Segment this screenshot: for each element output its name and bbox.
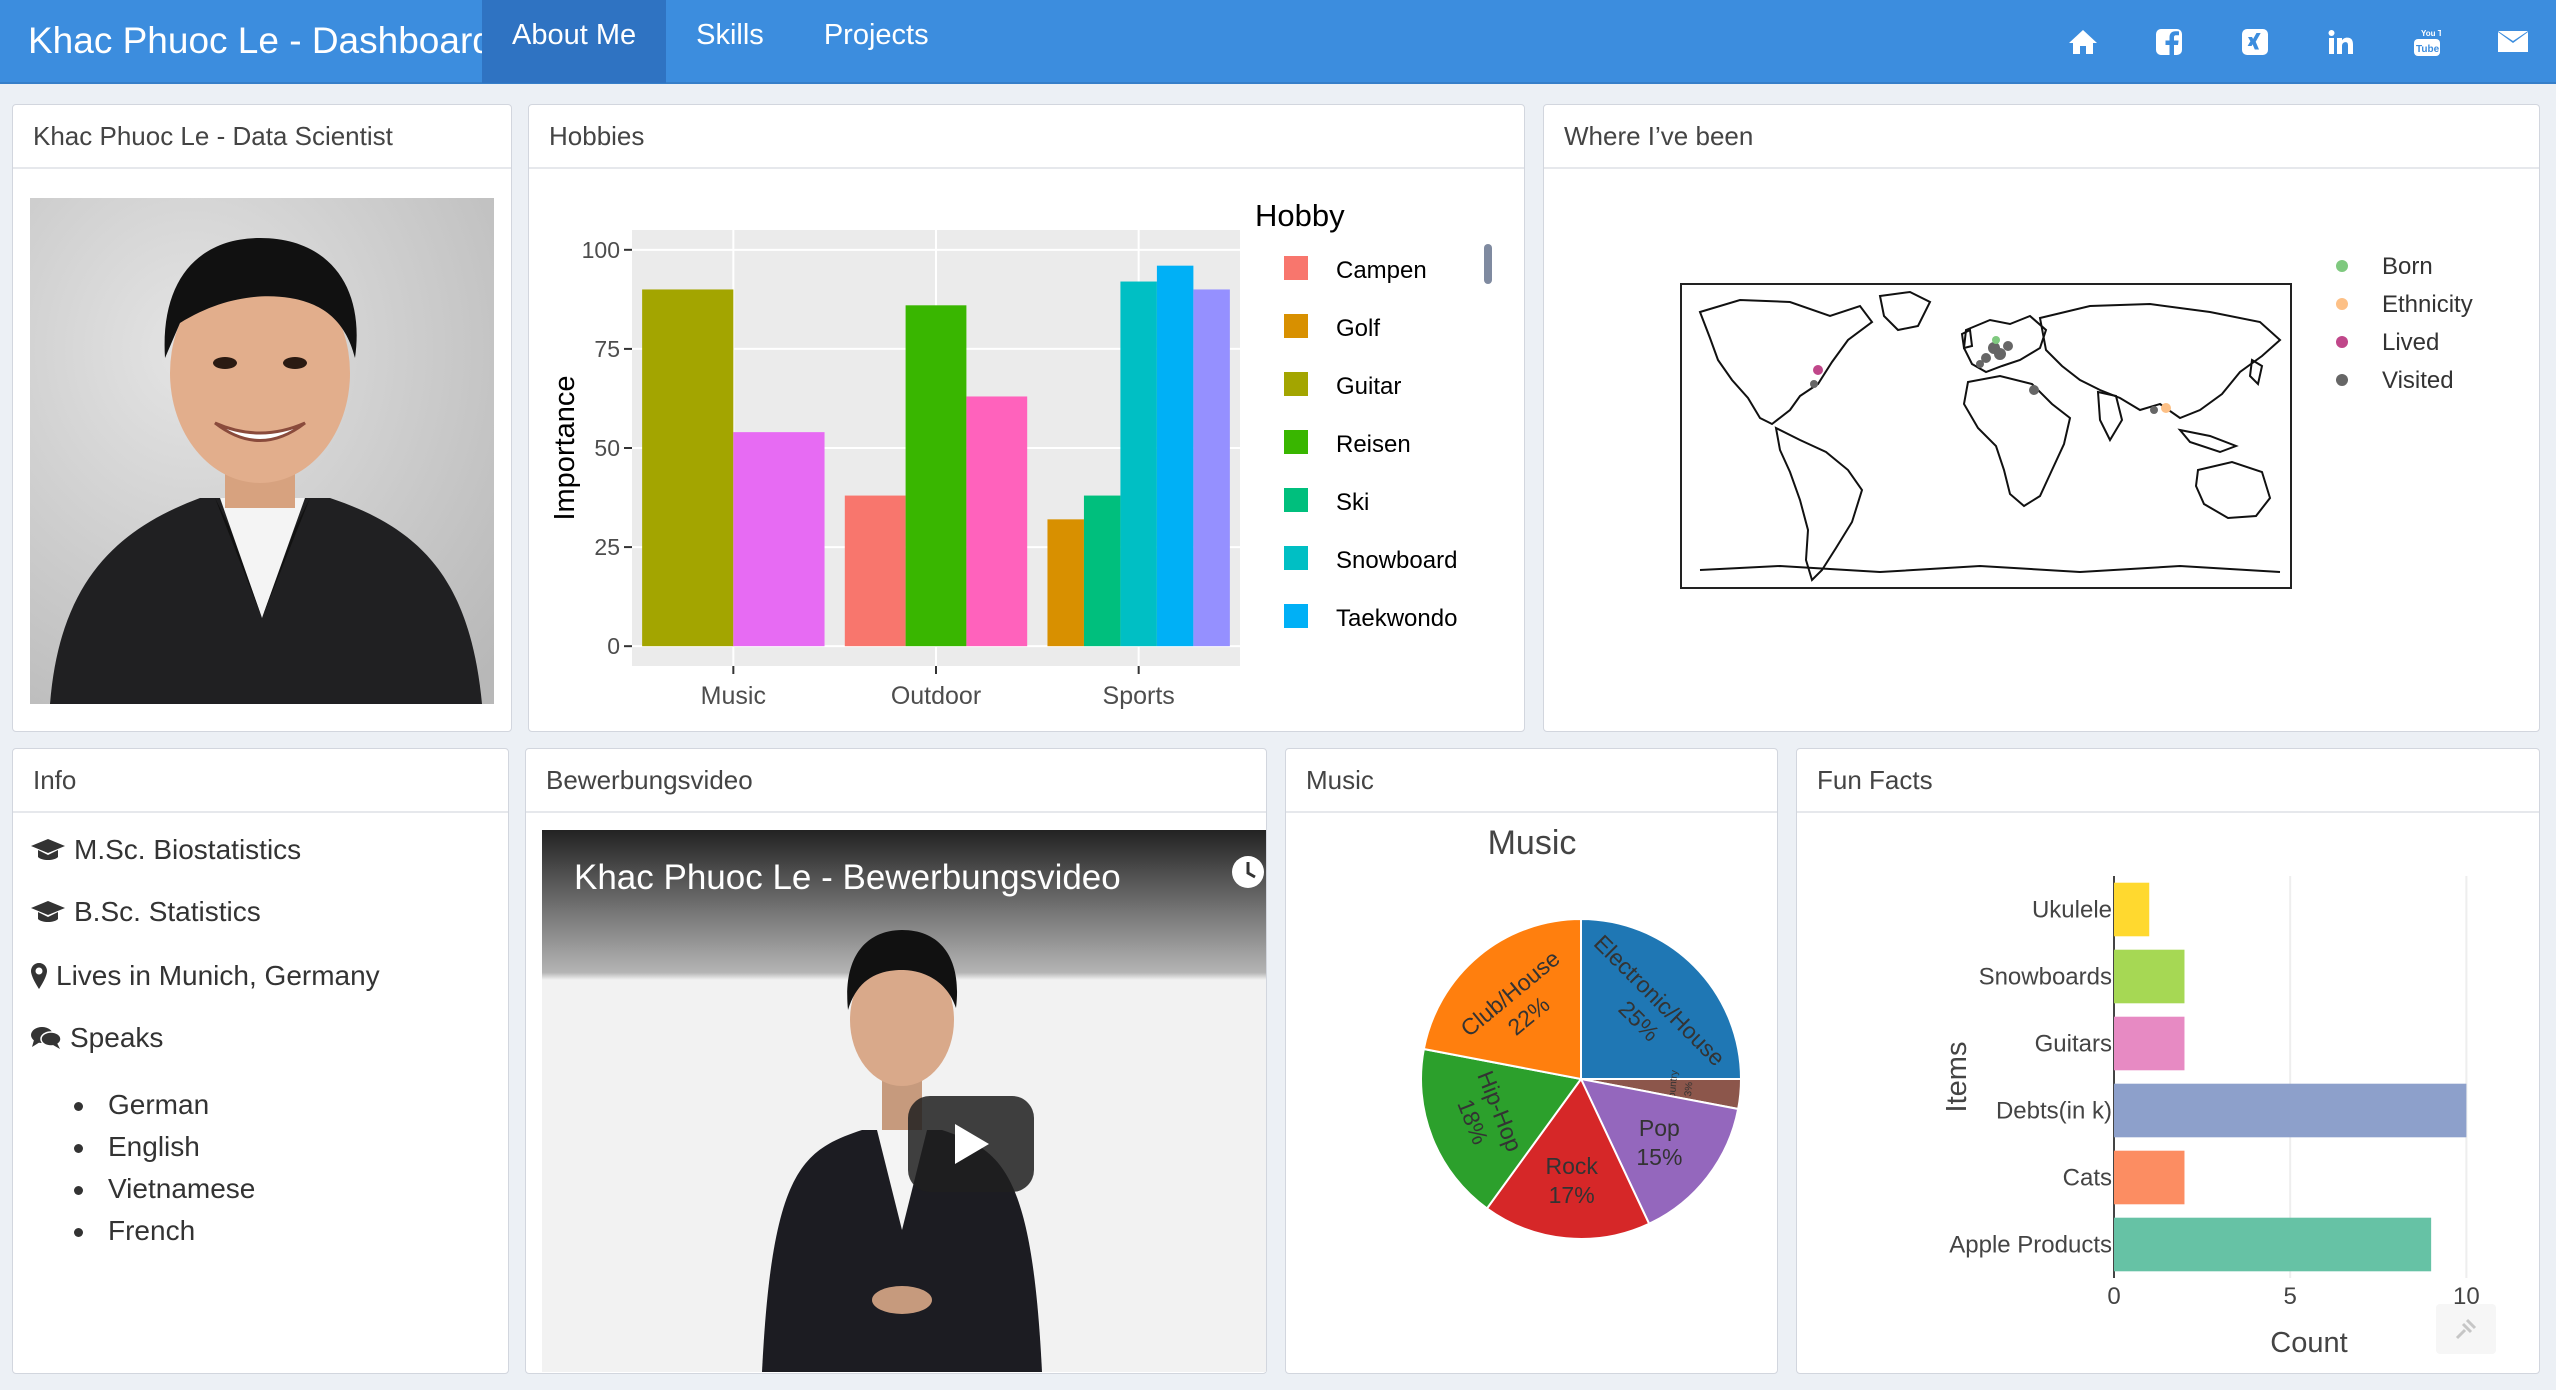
- youtube-video-player[interactable]: Khac Phuoc Le - Bewerbungsvideo: [542, 830, 1266, 1372]
- xing-icon[interactable]: [2212, 0, 2298, 84]
- video-title[interactable]: Khac Phuoc Le - Bewerbungsvideo: [574, 858, 1121, 897]
- info-location: Lives in Munich, Germany: [30, 960, 380, 992]
- info-box: Info: [12, 748, 509, 1374]
- language-list: German English Vietnamese French: [60, 1084, 255, 1252]
- youtube-icon-label-you: You Tube: [2421, 29, 2441, 38]
- portrait-illustration: [30, 198, 494, 704]
- language-item: English: [60, 1126, 255, 1168]
- envelope-icon[interactable]: [2470, 0, 2556, 84]
- clock-icon[interactable]: [1230, 854, 1266, 895]
- profile-box-title: Khac Phuoc Le - Data Scientist: [13, 105, 511, 169]
- brand-title[interactable]: Khac Phuoc Le - Dashboard: [28, 20, 493, 61]
- svg-text:Tube: Tube: [2416, 44, 2440, 55]
- video-box-title: Bewerbungsvideo: [526, 749, 1266, 813]
- info-speaks-label: Speaks: [70, 1022, 164, 1053]
- info-location-label: Lives in Munich, Germany: [56, 960, 380, 991]
- tab-skills[interactable]: Skills: [696, 19, 764, 51]
- language-item: German: [60, 1084, 255, 1126]
- info-speaks: Speaks: [30, 1022, 163, 1054]
- info-degree-msc-label: M.Sc. Biostatistics: [74, 834, 302, 865]
- pin-icon: [2455, 1318, 2477, 1340]
- profile-photo: [30, 198, 494, 704]
- places-box: Where I’ve been: [1543, 104, 2540, 732]
- facebook-icon[interactable]: [2126, 0, 2212, 84]
- hobbies-box: Hobbies: [528, 104, 1525, 732]
- home-icon[interactable]: [2040, 0, 2126, 84]
- tab-about-me[interactable]: About Me: [482, 0, 667, 83]
- language-item: Vietnamese: [60, 1168, 255, 1210]
- graduation-cap-icon: [31, 901, 65, 922]
- music-box: Music: [1285, 748, 1778, 1374]
- map-marker-icon: [31, 963, 47, 989]
- navbar: Khac Phuoc Le - Dashboard About Me Skill…: [0, 0, 2556, 84]
- info-degree-bsc: B.Sc. Statistics: [30, 896, 261, 928]
- places-box-title: Where I’ve been: [1544, 105, 2539, 169]
- graduation-cap-icon: [31, 839, 65, 860]
- music-box-title: Music: [1286, 749, 1777, 813]
- play-button[interactable]: [908, 1096, 1034, 1192]
- tab-projects[interactable]: Projects: [823, 19, 929, 51]
- comments-icon: [31, 1027, 62, 1049]
- info-degree-msc: M.Sc. Biostatistics: [30, 834, 301, 866]
- language-item: French: [60, 1210, 255, 1252]
- hobbies-box-title: Hobbies: [529, 105, 1524, 169]
- linkedin-icon[interactable]: [2298, 0, 2384, 84]
- play-icon: [955, 1124, 989, 1164]
- youtube-icon[interactable]: You Tube Tube: [2384, 0, 2470, 84]
- video-thumbnail: [762, 930, 1042, 1372]
- funfacts-box: Fun Facts: [1796, 748, 2540, 1374]
- funfacts-box-title: Fun Facts: [1797, 749, 2539, 813]
- autoscale-button[interactable]: [2436, 1304, 2496, 1354]
- info-degree-bsc-label: B.Sc. Statistics: [74, 896, 261, 927]
- info-box-title: Info: [13, 749, 508, 813]
- social-links: You Tube Tube: [2040, 0, 2556, 84]
